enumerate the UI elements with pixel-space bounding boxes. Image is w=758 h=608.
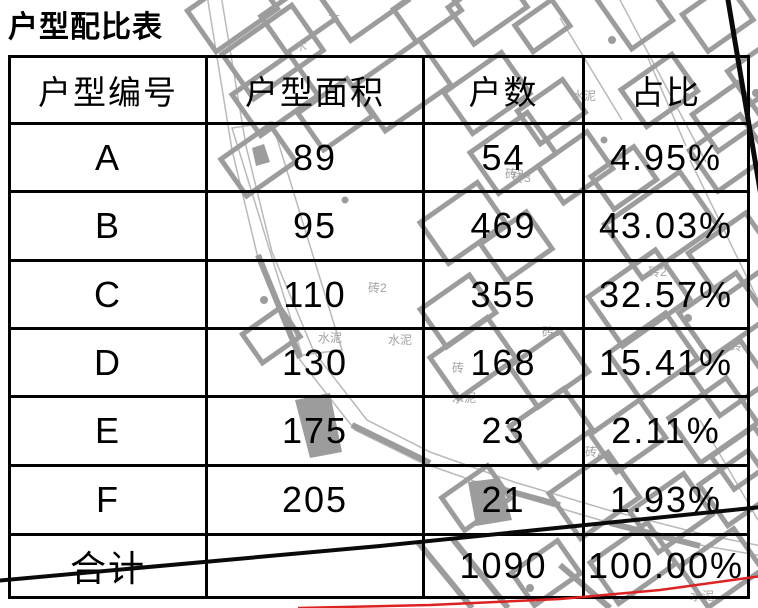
- table-cell-area: 89: [208, 125, 425, 193]
- map-material-label: 砖2: [368, 280, 387, 295]
- map-buildings: [183, 0, 758, 608]
- header-unit-count: 户数: [425, 58, 585, 125]
- map-material-label: 水泥: [388, 333, 412, 347]
- table-cell-area: 130: [208, 330, 425, 398]
- map-material-label: 砖3: [512, 170, 531, 185]
- table-cell-count: 23: [425, 398, 585, 467]
- table-cell-id: F: [11, 467, 208, 536]
- table-cell-ratio: 100.00%: [587, 545, 745, 586]
- table-cell-area: 175: [208, 398, 425, 467]
- map-material-label: 砖2: [585, 444, 604, 459]
- table-cell-ratio: 43.03%: [585, 193, 747, 262]
- page-title: 户型配比表: [8, 11, 163, 44]
- table-cell-area: [208, 536, 425, 596]
- table-cell-count: 168: [425, 330, 585, 398]
- table-cell-ratio: 1.93%: [585, 467, 747, 536]
- table-cell-area: 95: [208, 193, 425, 262]
- table-cell-ratio: 15.41%: [585, 330, 747, 398]
- map-material-label: 砖2: [648, 264, 667, 279]
- map-material-label: 水泥: [318, 331, 342, 345]
- header-unit-area: 户型面积: [208, 58, 425, 125]
- map-material-label: 砖: [452, 360, 464, 375]
- table-cell-count: 1090: [425, 536, 585, 596]
- table-cell-count: 355: [425, 262, 585, 330]
- table-cell-id: 合计: [11, 536, 208, 596]
- table-cell-count: 21: [425, 467, 585, 536]
- table-cell-ratio: 32.57%: [585, 262, 747, 330]
- table-cell-id: A: [11, 125, 208, 193]
- table-cell-id: D: [11, 330, 208, 398]
- unit-ratio-table: 户型编号 户型面积 户数 占比 A 89 54 4.95% B 95 469 43.03% C 1…: [8, 55, 750, 599]
- table-cell-area: 110: [208, 262, 425, 330]
- map-material-label: 水泥: [452, 391, 476, 405]
- map-material-label: 木: [328, 11, 340, 25]
- table-cell-count: 54: [425, 125, 585, 193]
- table-cell-id: C: [11, 262, 208, 330]
- map-material-label: 砖2: [505, 166, 524, 181]
- map-material-label: 木: [295, 39, 307, 53]
- table-cell-ratio: 2.11%: [585, 398, 747, 467]
- table-cell-count: 469: [425, 193, 585, 262]
- header-ratio: 占比: [585, 58, 747, 125]
- table-cell-ratio: 4.95%: [585, 125, 747, 193]
- table-cell-id: E: [11, 398, 208, 467]
- table-cell-area: 205: [208, 467, 425, 536]
- table-cell-id: B: [11, 193, 208, 262]
- map-material-label: 砖: [730, 338, 742, 353]
- header-unit-id: 户型编号: [11, 58, 208, 125]
